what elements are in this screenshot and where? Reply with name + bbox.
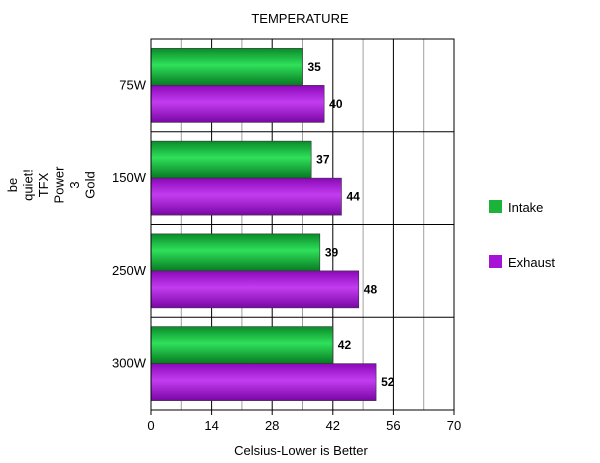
x-tick-label: 0	[147, 418, 154, 433]
legend-label: Intake	[508, 200, 543, 215]
x-tick-label: 28	[265, 418, 279, 433]
data-label: 37	[316, 153, 330, 167]
x-tick-label: 70	[447, 418, 461, 433]
bar-intake	[150, 233, 321, 272]
y-axis-label-line: quiet!	[21, 169, 36, 201]
data-label: 39	[325, 245, 339, 259]
data-label: 52	[381, 375, 395, 389]
legend-swatch-intake	[489, 200, 502, 213]
y-axis-label: be quiet! TFX Power 3 Gold	[5, 166, 98, 204]
legend-swatch-exhaust	[489, 255, 502, 268]
data-label: 40	[329, 97, 343, 111]
bar-exhaust	[150, 270, 360, 309]
data-label: 48	[364, 282, 378, 296]
y-axis-label-line: Power	[52, 166, 67, 204]
y-axis-label-line: Gold	[83, 171, 98, 198]
data-label: 44	[346, 190, 360, 204]
category-label: 75W	[119, 77, 146, 92]
bar-intake	[150, 48, 303, 86]
bar-exhaust	[150, 363, 377, 401]
legend: Intake Exhaust	[489, 200, 555, 270]
category-label: 250W	[112, 263, 147, 278]
x-tick-label: 14	[204, 418, 218, 433]
data-label: 42	[338, 338, 352, 352]
bar-exhaust	[150, 85, 325, 123]
bar-intake	[150, 140, 312, 179]
x-tick-label: 56	[386, 418, 400, 433]
chart-title: TEMPERATURE	[251, 11, 349, 26]
x-axis-label: Celsius-Lower is Better	[234, 443, 368, 458]
y-axis-label-line: TFX	[36, 172, 51, 197]
bar-exhaust	[150, 177, 342, 216]
y-axis-label-line: 3	[67, 181, 82, 188]
category-label: 150W	[112, 170, 147, 185]
y-axis-label-line: be	[5, 178, 20, 192]
data-label: 35	[308, 60, 322, 74]
bars-layer: 35 40 37 44 39 48 42 52	[150, 48, 395, 401]
axis-layer: 75W 150W 250W 300W 0 14 28 42 56 70	[112, 77, 461, 433]
plot-frame	[150, 38, 455, 411]
bar-intake	[150, 326, 334, 364]
legend-label: Exhaust	[508, 255, 555, 270]
category-label: 300W	[112, 356, 147, 371]
x-tick-label: 42	[326, 418, 340, 433]
